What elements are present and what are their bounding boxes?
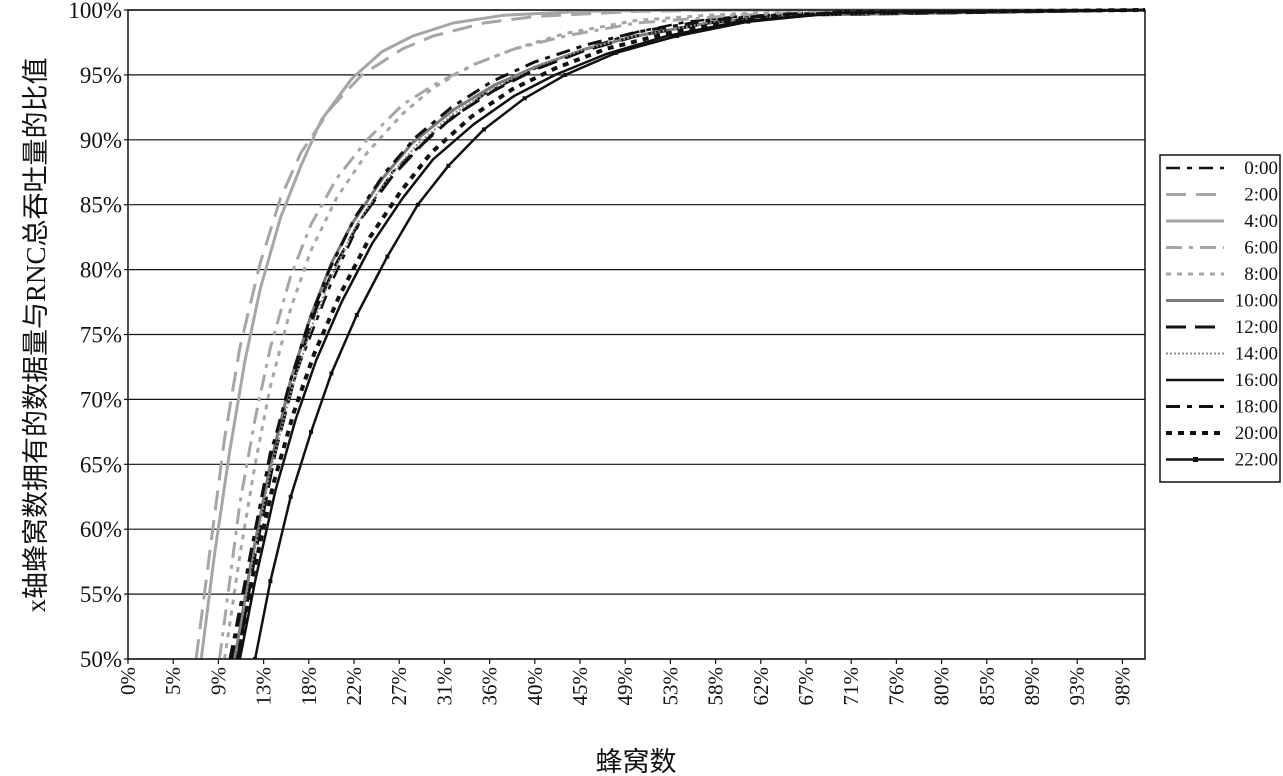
series-point [385,254,390,259]
x-tick-label: 98% [1110,667,1134,706]
series-point [329,371,334,376]
y-tick-label: 95% [80,63,122,88]
x-tick-label: 27% [387,667,411,706]
x-tick-label: 49% [613,667,637,706]
series-line-1800 [230,8,1145,659]
legend-label: 2:00 [1244,185,1278,206]
series-line-600 [218,8,1145,659]
x-tick-label: 31% [432,667,456,706]
legend-label: 6:00 [1244,238,1278,259]
legend-label: 8:00 [1244,264,1278,285]
series-point [268,579,273,584]
x-tick-label: 58% [704,667,728,706]
x-axis-tick-labels: 0% 5% 9% 13% 18% 22% 27% 31% 36% 40% 45% 49% 53% 58% 6… [116,659,1134,706]
series-point [522,96,527,101]
series-line-400 [199,8,1145,659]
x-tick-label: 67% [794,667,818,706]
grid-lines [128,9,1145,660]
y-tick-label: 75% [80,323,122,348]
y-axis-tick-labels: 50% 55% 60% 65% 70% 75% 80% 85% 90% 95% 100% [68,0,128,672]
legend-label: 16:00 [1235,370,1278,391]
legend-label: 14:00 [1235,344,1278,365]
y-tick-label: 50% [80,647,122,672]
y-tick-label: 70% [80,387,122,412]
x-tick-label: 76% [884,667,908,706]
x-tick-label: 53% [658,667,682,706]
legend-label: 22:00 [1235,450,1278,471]
series-point [309,429,314,434]
x-tick-label: 13% [252,667,276,706]
y-tick-label: 60% [80,517,122,542]
legend-marker [1193,457,1198,462]
series-line-1400 [233,9,1145,659]
y-tick-label: 80% [80,258,122,283]
series-point [415,202,420,207]
series-point [837,10,842,15]
legend: 0:00 2:00 4:00 6:00 8:00 10:00 12:00 14:00 16:00… [1159,154,1281,483]
x-tick-label: 45% [568,667,592,706]
x-tick-label: 5% [161,667,185,695]
series-line-200 [194,8,1145,659]
series-point [614,50,619,55]
series-point [746,19,751,24]
series-point [563,72,568,77]
x-tick-label: 62% [749,667,773,706]
series-point [446,163,451,168]
x-tick-label: 80% [930,667,954,706]
legend-label: 10:00 [1235,291,1278,312]
series-line-2000 [235,8,1145,659]
legend-label: 0:00 [1244,158,1278,179]
x-tick-label: 89% [1020,667,1044,706]
series-point [288,494,293,499]
y-axis-title: x轴蜂窝数拥有的数据量与RNC总吞吐量的比值 [21,57,51,612]
series-point [675,33,680,38]
series-point [354,313,359,318]
legend-label: 18:00 [1235,397,1278,418]
x-tick-label: 22% [342,667,366,706]
x-tick-label: 93% [1065,667,1089,706]
series-line-000 [228,8,1145,659]
series-lines [194,8,1145,659]
legend-label: 4:00 [1244,211,1278,232]
x-tick-label: 0% [116,667,140,695]
y-tick-label: 90% [80,128,122,153]
legend-label: 12:00 [1235,317,1278,338]
series-line-800 [223,8,1145,659]
y-tick-label: 100% [68,0,122,23]
series-point [481,127,486,132]
x-tick-label: 85% [975,667,999,706]
y-tick-label: 85% [80,193,122,218]
y-tick-label: 65% [80,452,122,477]
series-point [253,657,258,659]
x-axis-title: 蜂窝数 [596,747,677,776]
legend-label: 20:00 [1235,423,1278,444]
x-tick-label: 36% [478,667,502,706]
x-tick-label: 71% [839,667,863,706]
x-tick-label: 9% [206,667,230,695]
series-line-1600 [238,8,1145,659]
legend-box [1159,154,1281,483]
y-tick-label: 55% [80,582,122,607]
x-tick-label: 18% [297,667,321,706]
x-tick-label: 40% [523,667,547,706]
